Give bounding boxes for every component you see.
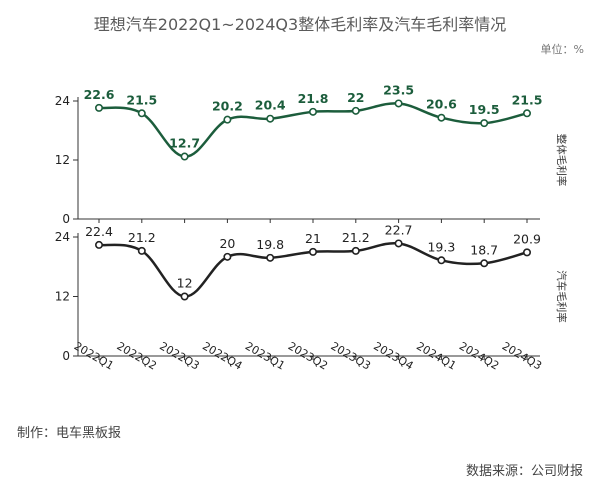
data-label: 18.7 <box>470 242 498 257</box>
data-label: 21.2 <box>128 230 156 245</box>
source-label: 数据来源：公司财报 <box>465 464 583 479</box>
data-label: 21 <box>305 231 321 246</box>
data-label: 20 <box>219 236 235 251</box>
data-label: 22.7 <box>385 222 413 237</box>
data-label: 19.8 <box>256 237 284 252</box>
data-point <box>522 109 531 118</box>
y-tick-label: 0 <box>62 349 70 363</box>
data-point <box>351 246 360 255</box>
data-point <box>394 239 403 248</box>
data-label: 20.4 <box>255 98 286 113</box>
data-label: 22 <box>347 90 364 105</box>
unit-label: 单位：% <box>540 43 584 56</box>
data-label: 20.9 <box>513 231 541 246</box>
data-point <box>95 103 104 112</box>
data-label: 21.8 <box>298 91 329 106</box>
data-point <box>266 114 275 123</box>
data-point <box>180 292 189 301</box>
data-point <box>437 113 446 122</box>
data-label: 22.6 <box>84 87 115 102</box>
data-point <box>137 109 146 118</box>
panel-vehicle-margin: 22.4 21.2 12 20 19.8 21 21.2 22.7 19.3 18.7 20.9 汽车… <box>85 222 568 322</box>
data-label: 20.6 <box>426 97 457 112</box>
data-point <box>308 107 317 116</box>
data-point <box>223 252 232 261</box>
data-label: 21.5 <box>512 92 543 107</box>
data-point <box>351 106 360 115</box>
y-tick-label: 12 <box>55 153 70 167</box>
data-point <box>223 115 232 124</box>
panel-side-label: 整体毛利率 <box>555 134 568 187</box>
data-label: 21.2 <box>342 230 370 245</box>
chart-title: 理想汽车2022Q1~2024Q3整体毛利率及汽车毛利率情况 <box>93 15 507 34</box>
data-point <box>95 240 104 249</box>
data-label: 22.4 <box>85 224 113 239</box>
made-by-label: 制作：电车黑板报 <box>17 426 122 441</box>
data-point <box>266 253 275 262</box>
data-label: 21.5 <box>126 92 157 107</box>
data-point <box>480 259 489 268</box>
y-tick-label: 12 <box>55 290 70 304</box>
panel-overall-margin: 22.6 21.5 12.7 20.2 20.4 21.8 22 23.5 20.6 19.5 21… <box>84 82 568 186</box>
data-label: 23.5 <box>383 82 414 97</box>
y-tick-label: 0 <box>62 212 70 226</box>
data-point <box>394 99 403 108</box>
panel-side-label: 汽车毛利率 <box>555 270 568 323</box>
y-tick-label: 24 <box>55 94 70 108</box>
data-label: 12.7 <box>169 136 200 151</box>
y-tick-label: 24 <box>55 230 70 244</box>
data-point <box>522 248 531 257</box>
data-point <box>308 247 317 256</box>
data-point <box>180 152 189 161</box>
data-point <box>437 256 446 265</box>
data-label: 12 <box>177 276 193 291</box>
data-label: 19.3 <box>427 239 455 254</box>
data-point <box>137 246 146 255</box>
data-label: 19.5 <box>469 102 500 117</box>
data-label: 20.2 <box>212 99 243 114</box>
data-point <box>480 119 489 128</box>
